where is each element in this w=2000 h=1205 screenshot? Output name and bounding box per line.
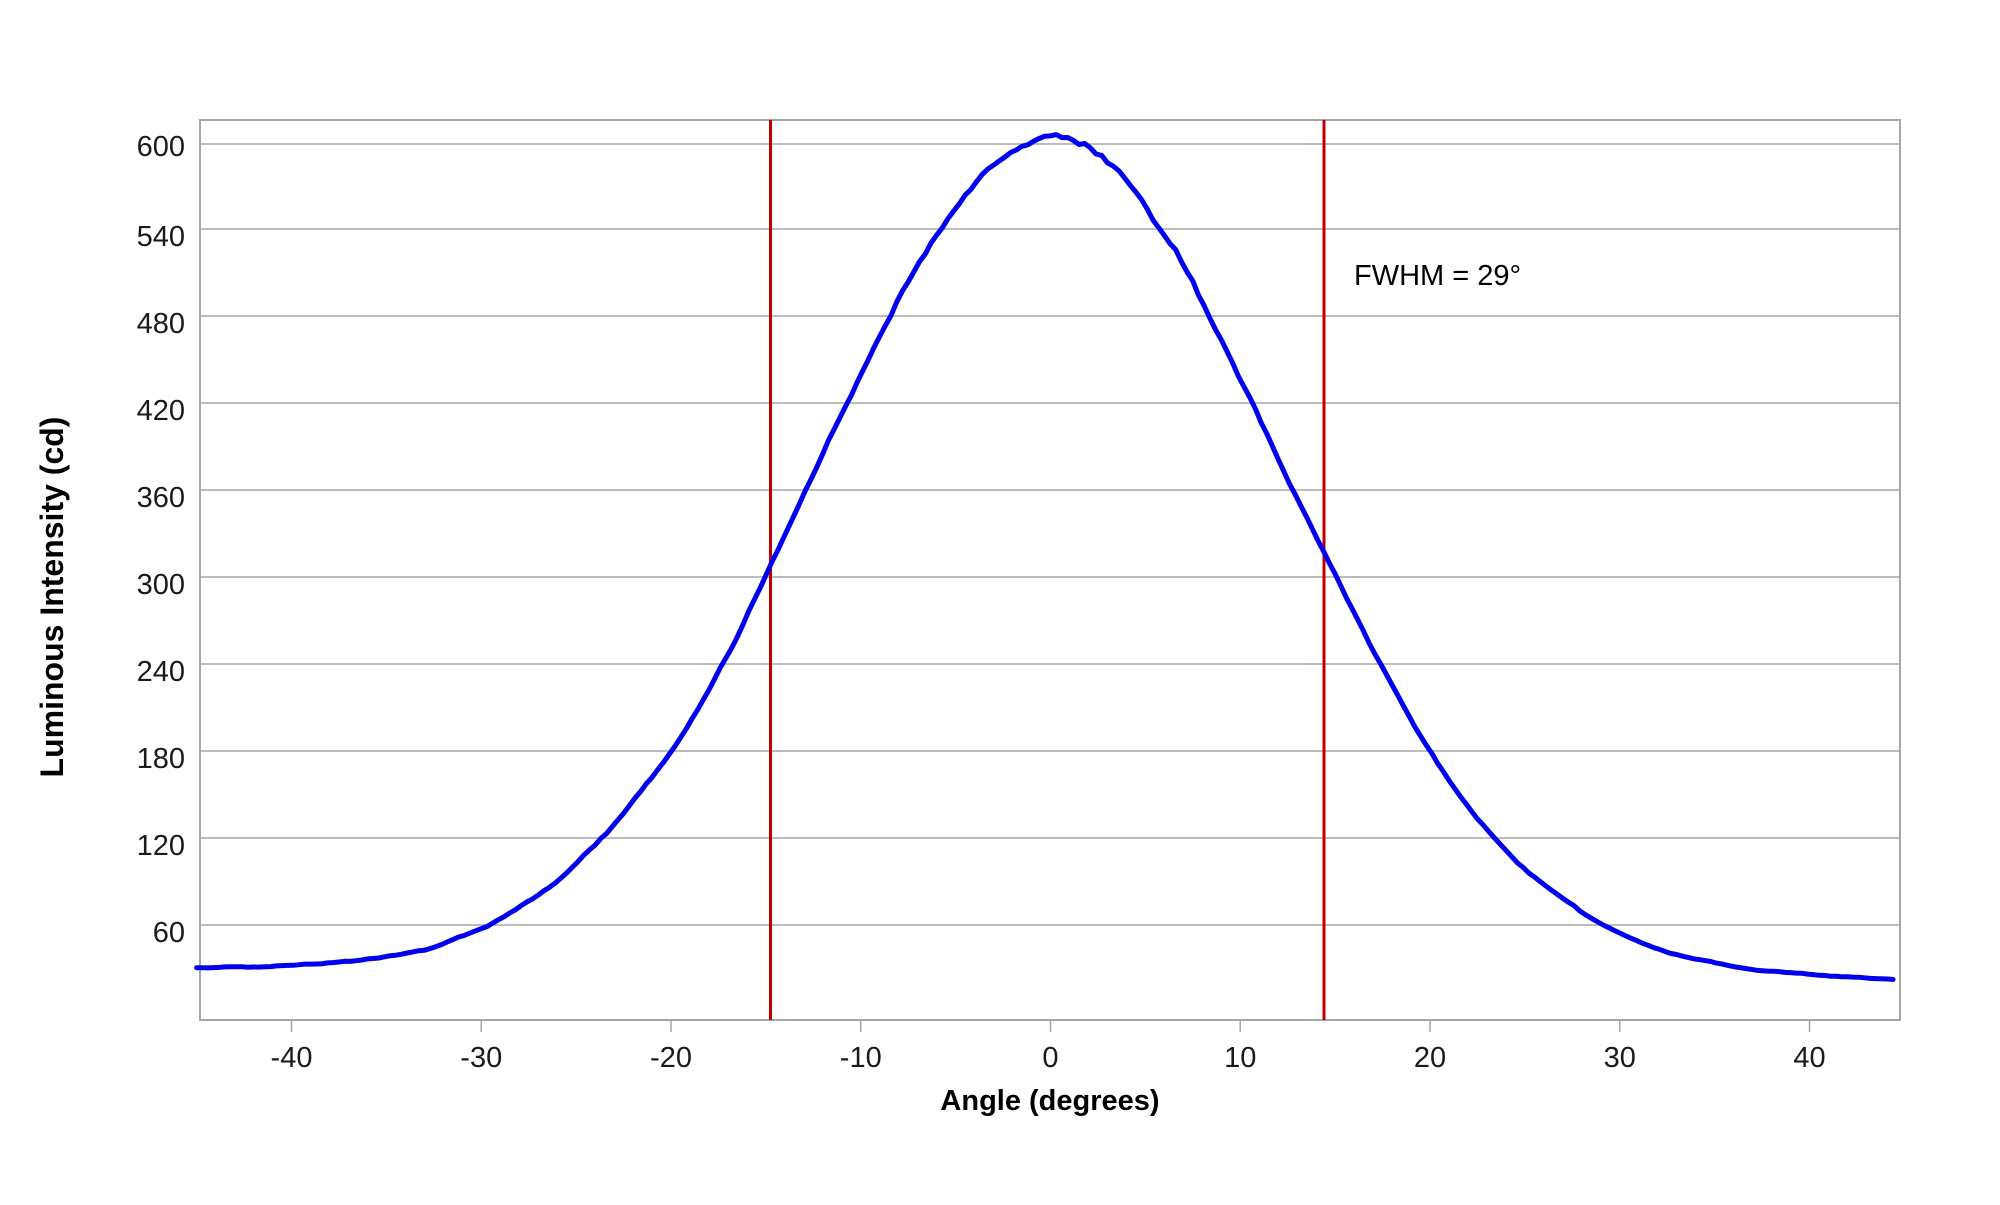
svg-text:-40: -40 (271, 1042, 313, 1074)
svg-text:-10: -10 (840, 1042, 882, 1074)
svg-text:360: 360 (137, 482, 185, 514)
svg-text:-30: -30 (460, 1042, 502, 1074)
svg-text:480: 480 (137, 308, 185, 340)
svg-text:Angle (degrees): Angle (degrees) (940, 1085, 1159, 1117)
svg-text:120: 120 (137, 830, 185, 862)
svg-text:30: 30 (1604, 1042, 1636, 1074)
svg-text:60: 60 (153, 917, 185, 949)
svg-text:420: 420 (137, 395, 185, 427)
svg-text:20: 20 (1414, 1042, 1446, 1074)
svg-text:10: 10 (1224, 1042, 1256, 1074)
svg-text:FWHM = 29°: FWHM = 29° (1354, 260, 1521, 292)
svg-text:540: 540 (137, 221, 185, 253)
svg-text:40: 40 (1793, 1042, 1825, 1074)
svg-text:-20: -20 (650, 1042, 692, 1074)
svg-text:0: 0 (1042, 1042, 1058, 1074)
svg-text:240: 240 (137, 656, 185, 688)
svg-text:300: 300 (137, 569, 185, 601)
svg-text:180: 180 (137, 743, 185, 775)
svg-text:600: 600 (137, 131, 185, 163)
svg-text:Luminous Intensity (cd): Luminous Intensity (cd) (34, 417, 70, 778)
